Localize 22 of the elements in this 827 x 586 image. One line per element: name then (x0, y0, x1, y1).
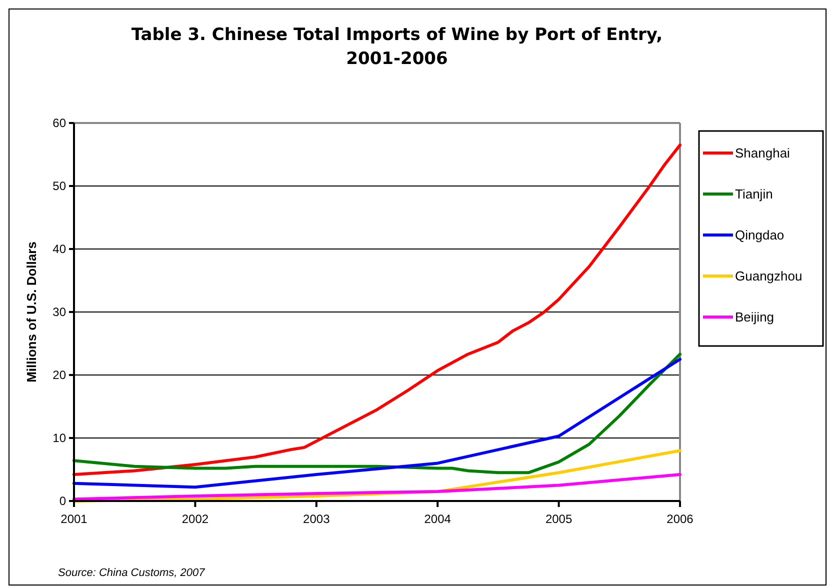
legend-label: Qingdao (735, 228, 784, 243)
y-axis-title: Millions of U.S. Dollars (24, 242, 39, 382)
y-tick-label: 0 (59, 494, 66, 508)
x-tick-label: 2004 (424, 512, 452, 526)
chart-title: Table 3. Chinese Total Imports of Wine by Port of Entry, 2001-2006 (131, 25, 663, 69)
x-tick-label: 2002 (182, 512, 209, 526)
line-series (72, 144, 682, 476)
y-tick-label: 60 (52, 116, 66, 130)
source-note: Source: China Customs, 2007 (58, 567, 206, 579)
y-tick-label: 10 (52, 431, 66, 446)
y-tick-label: 30 (52, 305, 66, 320)
x-tick-label: 2006 (666, 512, 694, 526)
y-tick-label: 40 (52, 242, 66, 256)
x-tick-label: 2001 (60, 512, 88, 526)
legend-label: Guangzhou (735, 268, 802, 284)
legend-label: Tianjin (735, 186, 773, 202)
y-tick-label: 50 (52, 179, 66, 194)
legend-label: Shanghai (735, 146, 790, 161)
x-tick-label: 2005 (545, 512, 572, 526)
legend-label: Beijing (735, 310, 774, 325)
x-tick-label: 2003 (303, 512, 330, 526)
y-tick-label: 20 (52, 368, 66, 382)
